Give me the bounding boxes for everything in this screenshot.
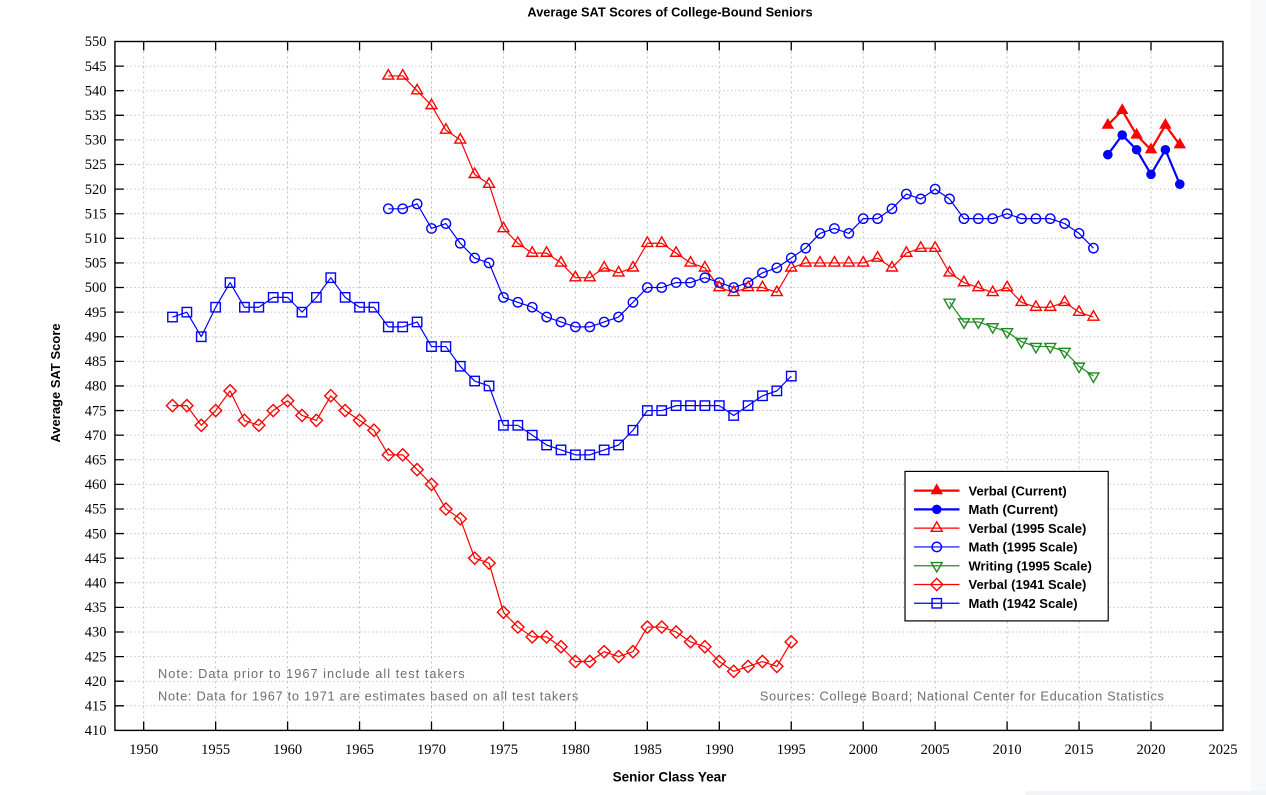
svg-text:1950: 1950 <box>129 742 158 758</box>
svg-text:Math (1942 Scale): Math (1942 Scale) <box>969 596 1078 611</box>
svg-text:465: 465 <box>85 452 107 468</box>
svg-text:1955: 1955 <box>201 742 230 758</box>
svg-text:Verbal (Current): Verbal (Current) <box>969 483 1067 498</box>
svg-text:1960: 1960 <box>273 742 302 758</box>
svg-text:515: 515 <box>85 206 107 222</box>
svg-text:505: 505 <box>85 256 107 272</box>
svg-text:Note: Data for 1967 to 1971 ar: Note: Data for 1967 to 1971 are estimate… <box>158 689 579 704</box>
svg-text:2000: 2000 <box>849 742 878 758</box>
svg-text:2015: 2015 <box>1065 742 1094 758</box>
svg-text:460: 460 <box>85 477 107 493</box>
svg-text:450: 450 <box>85 526 107 542</box>
svg-text:Writing (1995 Scale): Writing (1995 Scale) <box>969 558 1092 573</box>
svg-text:1995: 1995 <box>777 742 806 758</box>
svg-text:540: 540 <box>85 83 107 99</box>
svg-text:2005: 2005 <box>921 742 950 758</box>
svg-text:490: 490 <box>85 329 107 345</box>
svg-text:Verbal (1995 Scale): Verbal (1995 Scale) <box>969 521 1087 536</box>
svg-text:475: 475 <box>85 403 107 419</box>
svg-text:495: 495 <box>85 305 107 321</box>
svg-text:1975: 1975 <box>489 742 518 758</box>
svg-text:Sources: College Board; Nation: Sources: College Board; National Center … <box>760 689 1165 704</box>
svg-text:525: 525 <box>85 157 107 173</box>
svg-text:440: 440 <box>85 575 107 591</box>
svg-text:415: 415 <box>85 698 107 714</box>
svg-text:1990: 1990 <box>705 742 734 758</box>
svg-text:Average SAT Score: Average SAT Score <box>48 323 63 442</box>
svg-text:Math (1995 Scale): Math (1995 Scale) <box>969 540 1078 555</box>
svg-text:445: 445 <box>85 551 107 567</box>
svg-text:425: 425 <box>85 649 107 665</box>
svg-text:455: 455 <box>85 502 107 518</box>
svg-text:1970: 1970 <box>417 742 446 758</box>
svg-text:Senior Class Year: Senior Class Year <box>613 770 728 785</box>
svg-text:410: 410 <box>85 723 107 739</box>
svg-text:Average SAT Scores of College-: Average SAT Scores of College-Bound Seni… <box>527 5 812 20</box>
svg-text:Verbal (1941 Scale): Verbal (1941 Scale) <box>969 577 1087 592</box>
svg-text:1980: 1980 <box>561 742 590 758</box>
svg-text:520: 520 <box>85 182 107 198</box>
svg-text:420: 420 <box>85 674 107 690</box>
svg-text:485: 485 <box>85 354 107 370</box>
svg-text:1985: 1985 <box>633 742 662 758</box>
svg-text:535: 535 <box>85 108 107 124</box>
svg-text:Math (Current): Math (Current) <box>969 502 1059 517</box>
svg-text:500: 500 <box>85 280 107 296</box>
svg-text:530: 530 <box>85 133 107 149</box>
svg-text:435: 435 <box>85 600 107 616</box>
svg-text:510: 510 <box>85 231 107 247</box>
svg-text:430: 430 <box>85 625 107 641</box>
svg-text:550: 550 <box>85 34 107 50</box>
svg-text:470: 470 <box>85 428 107 444</box>
svg-text:2020: 2020 <box>1137 742 1166 758</box>
svg-text:2025: 2025 <box>1208 742 1237 758</box>
svg-text:2010: 2010 <box>993 742 1022 758</box>
svg-text:Note: Data prior to 1967 inclu: Note: Data prior to 1967 include all tes… <box>158 666 466 681</box>
svg-text:545: 545 <box>85 59 107 75</box>
svg-text:480: 480 <box>85 379 107 395</box>
svg-text:1965: 1965 <box>345 742 374 758</box>
